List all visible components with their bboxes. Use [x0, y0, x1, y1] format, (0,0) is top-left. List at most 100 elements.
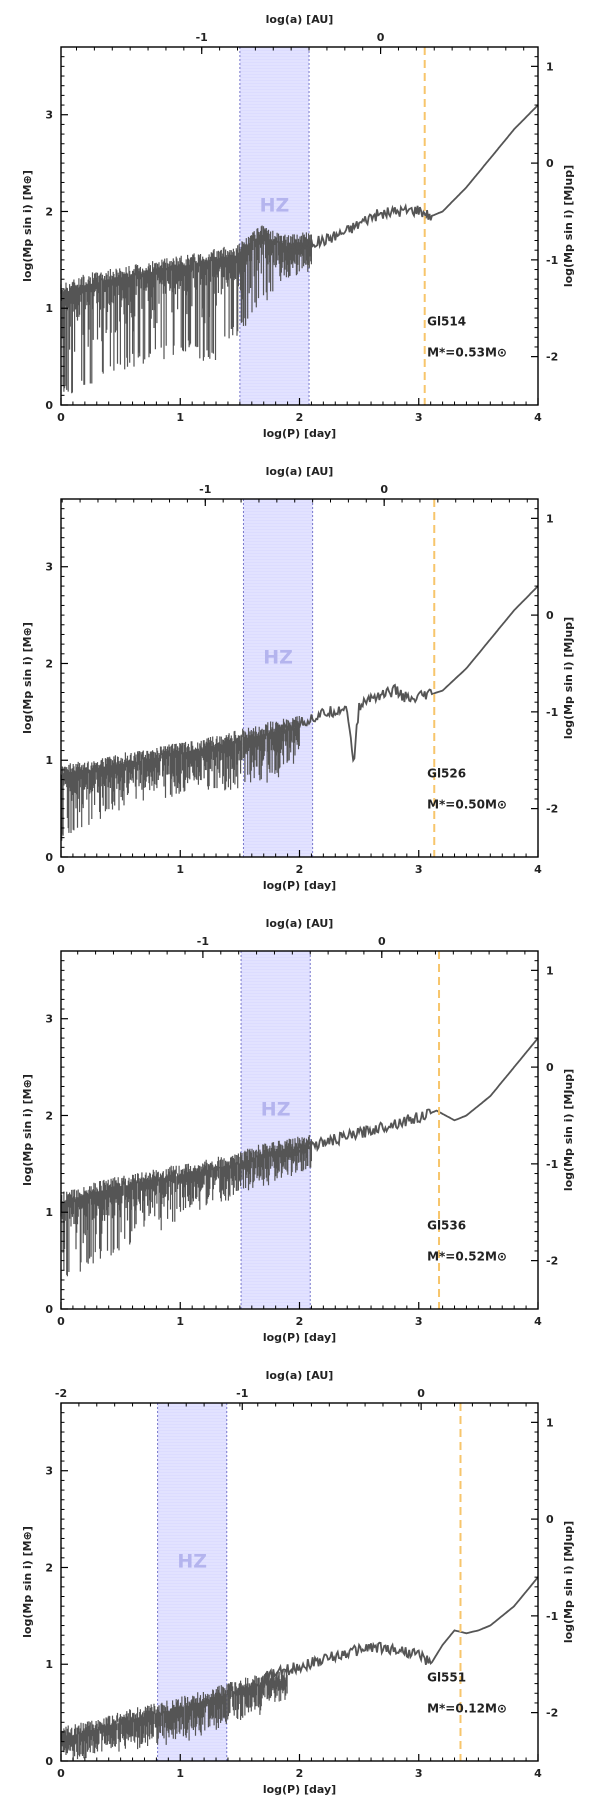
star-name-label: Gl526	[427, 767, 466, 781]
x-tick-label: 4	[534, 411, 542, 424]
y-tick-label: 0	[45, 851, 53, 864]
chart-panel-gl536: HZ 0 1 2 3 4 log(P) [day] -1 0 log(a) [AU] 0 1 2 3 log…	[0, 904, 600, 1356]
y-right-tick-label: 1	[546, 964, 554, 977]
y-axis-title-right: log(Mp sin i) [MJup]	[562, 617, 575, 739]
x-tick-label: 3	[415, 1315, 423, 1328]
y-right-tick-label: -2	[546, 351, 558, 364]
x-tick-label: 0	[57, 411, 65, 424]
y-axis-title-left: log(Mp sin i) [M⊕]	[21, 170, 34, 282]
y-axis-title-left: log(Mp sin i) [M⊕]	[21, 1526, 34, 1638]
y-right-tick-label: -2	[546, 1255, 558, 1268]
y-tick-label: 3	[45, 109, 53, 122]
y-tick-label: 1	[45, 754, 53, 767]
chart-svg: HZ 0 1 2 3 4 log(P) [day] -1 0 log(a) [AU] 0 1 2 3 log…	[21, 13, 575, 440]
x-tick-label: 2	[296, 411, 304, 424]
stellar-mass-label: M*=0.53M⊙	[427, 346, 507, 360]
star-name-label: Gl551	[427, 1671, 466, 1685]
hz-label: HZ	[261, 1098, 291, 1120]
top-tick-label: -1	[196, 31, 208, 44]
x-tick-label: 2	[296, 1767, 304, 1780]
detection-limit-curve	[287, 1037, 539, 1158]
x-axis-title-top: log(a) [AU]	[266, 465, 334, 478]
stellar-mass-label: M*=0.50M⊙	[427, 798, 507, 812]
y-tick-label: 3	[45, 561, 53, 574]
x-tick-label: 0	[57, 1315, 65, 1328]
hz-label: HZ	[177, 1550, 207, 1572]
x-axis-title-bottom: log(P) [day]	[263, 1331, 336, 1344]
chart-panel-gl551: HZ 0 1 2 3 4 log(P) [day] -2 -1 0 log(a) [AU] 0 1 2 3 l…	[0, 1356, 600, 1808]
y-right-tick-label: -1	[546, 706, 558, 719]
chart-svg: HZ 0 1 2 3 4 log(P) [day] -2 -1 0 log(a) [AU] 0 1 2 3 l…	[21, 1369, 575, 1796]
y-tick-label: 1	[45, 1206, 53, 1219]
detection-limit-curve	[274, 585, 539, 763]
y-tick-label: 0	[45, 1755, 53, 1768]
x-tick-label: 1	[176, 1315, 184, 1328]
y-right-tick-label: 0	[546, 1513, 554, 1526]
y-axis-title-right: log(Mp sin i) [MJup]	[562, 1069, 575, 1191]
top-tick-label: 0	[417, 1387, 425, 1400]
y-right-tick-label: 0	[546, 609, 554, 622]
detection-limit-curve	[262, 1576, 539, 1683]
y-tick-label: 0	[45, 399, 53, 412]
y-axis-title-right: log(Mp sin i) [MJup]	[562, 165, 575, 287]
y-right-tick-label: -1	[546, 1158, 558, 1171]
chart-svg: HZ 0 1 2 3 4 log(P) [day] -1 0 log(a) [AU] 0 1 2 3 log…	[21, 465, 575, 892]
stellar-mass-label: M*=0.12M⊙	[427, 1702, 507, 1716]
y-tick-label: 0	[45, 1303, 53, 1316]
y-tick-label: 1	[45, 302, 53, 315]
y-right-tick-label: 1	[546, 1416, 554, 1429]
y-tick-label: 3	[45, 1013, 53, 1026]
y-axis-title-left: log(Mp sin i) [M⊕]	[21, 622, 34, 734]
top-tick-label: 0	[377, 31, 385, 44]
x-tick-label: 4	[534, 863, 542, 876]
y-right-tick-label: 1	[546, 60, 554, 73]
x-tick-label: 1	[176, 1767, 184, 1780]
x-axis-title-bottom: log(P) [day]	[263, 1783, 336, 1796]
top-tick-label: -1	[197, 935, 209, 948]
y-right-tick-label: 1	[546, 512, 554, 525]
y-tick-label: 2	[45, 1109, 53, 1122]
x-tick-label: 2	[296, 863, 304, 876]
x-tick-label: 1	[176, 411, 184, 424]
hz-label: HZ	[263, 646, 293, 668]
top-tick-label: -2	[55, 1387, 67, 1400]
star-name-label: Gl536	[427, 1219, 466, 1233]
top-tick-label: 0	[380, 483, 388, 496]
y-right-tick-label: -2	[546, 1707, 558, 1720]
y-right-tick-label: -2	[546, 803, 558, 816]
x-axis-title-bottom: log(P) [day]	[263, 427, 336, 440]
x-tick-label: 3	[415, 411, 423, 424]
y-axis-title-left: log(Mp sin i) [M⊕]	[21, 1074, 34, 1186]
star-name-label: Gl514	[427, 315, 466, 329]
x-axis-title-top: log(a) [AU]	[266, 13, 334, 26]
detection-limit-curve	[287, 104, 539, 254]
y-tick-label: 2	[45, 205, 53, 218]
x-tick-label: 0	[57, 863, 65, 876]
top-tick-label: -1	[199, 483, 211, 496]
top-tick-label: 0	[378, 935, 386, 948]
x-axis-title-bottom: log(P) [day]	[263, 879, 336, 892]
x-tick-label: 0	[57, 1767, 65, 1780]
hz-label: HZ	[260, 194, 290, 216]
y-tick-label: 1	[45, 1658, 53, 1671]
stellar-mass-label: M*=0.52M⊙	[427, 1250, 507, 1264]
x-tick-label: 1	[176, 863, 184, 876]
y-right-tick-label: 0	[546, 1061, 554, 1074]
x-tick-label: 3	[415, 863, 423, 876]
y-axis-title-right: log(Mp sin i) [MJup]	[562, 1521, 575, 1643]
x-tick-label: 4	[534, 1315, 542, 1328]
x-axis-title-top: log(a) [AU]	[266, 1369, 334, 1382]
chart-svg: HZ 0 1 2 3 4 log(P) [day] -1 0 log(a) [AU] 0 1 2 3 log…	[21, 917, 575, 1344]
top-tick-label: -1	[236, 1387, 248, 1400]
x-tick-label: 4	[534, 1767, 542, 1780]
x-tick-label: 2	[296, 1315, 304, 1328]
chart-panel-gl514: HZ 0 1 2 3 4 log(P) [day] -1 0 log(a) [AU] 0 1 2 3 log…	[0, 0, 600, 452]
y-tick-label: 2	[45, 657, 53, 670]
x-tick-label: 3	[415, 1767, 423, 1780]
y-right-tick-label: -1	[546, 254, 558, 267]
y-right-tick-label: -1	[546, 1610, 558, 1623]
chart-panel-gl526: HZ 0 1 2 3 4 log(P) [day] -1 0 log(a) [AU] 0 1 2 3 log…	[0, 452, 600, 904]
x-axis-title-top: log(a) [AU]	[266, 917, 334, 930]
y-right-tick-label: 0	[546, 157, 554, 170]
